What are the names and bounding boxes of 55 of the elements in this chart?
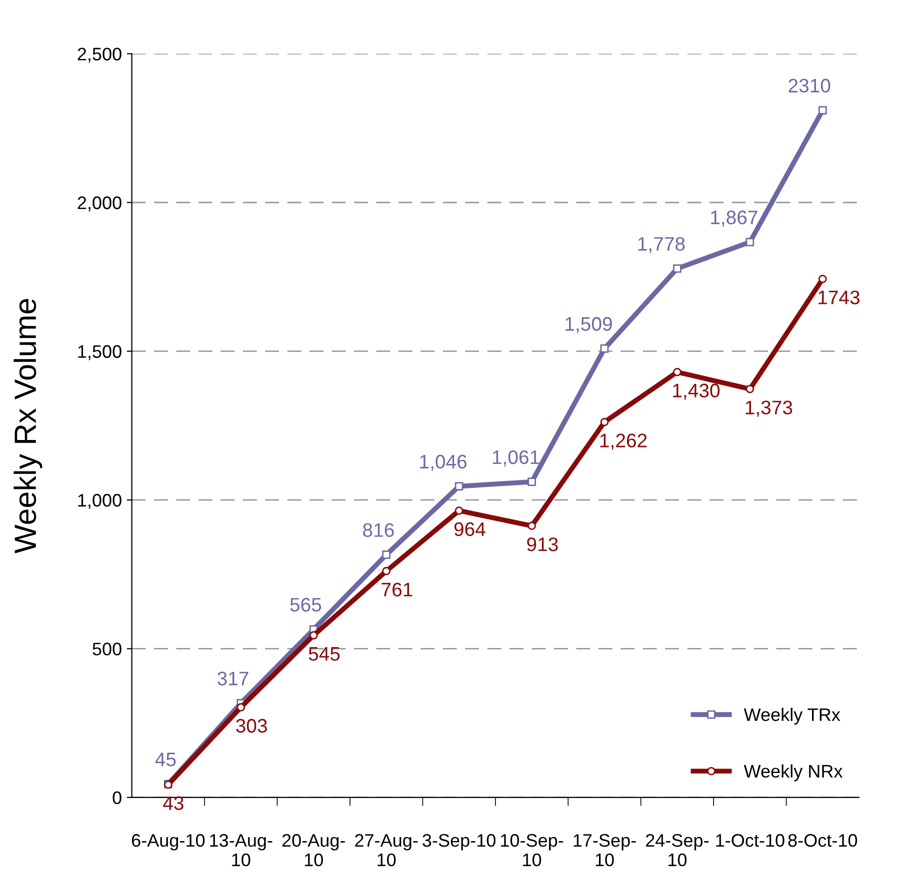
point [673, 368, 682, 376]
y-tick-label: 500 [92, 642, 122, 656]
legend-label: Weekly TRx [744, 708, 840, 725]
point [309, 631, 318, 640]
data-label: 1,262 [600, 434, 647, 450]
data-label: 913 [527, 537, 558, 552]
x-tick-label: 27-Aug-10 [355, 834, 418, 866]
data-label: 545 [308, 647, 340, 661]
y-tick-label: 0 [112, 791, 122, 804]
point [818, 274, 827, 284]
data-label: 317 [218, 672, 248, 686]
y-axis-title: Weekly Rx Volume [14, 299, 42, 554]
y-tick-label: 1,500 [78, 345, 122, 360]
point [454, 506, 464, 515]
data-label: 1,867 [711, 210, 758, 227]
y-tick-label: 2,000 [78, 196, 122, 212]
point [600, 344, 609, 353]
data-label: 816 [363, 523, 394, 537]
data-label: 1,509 [566, 317, 612, 334]
point [382, 550, 390, 559]
x-tick-label: 6-Aug-10 [132, 834, 205, 850]
data-label: 303 [236, 718, 267, 733]
data-label: 565 [290, 598, 322, 612]
point [236, 703, 246, 712]
x-tick-label: 10-Sep-10 [501, 834, 564, 866]
point [746, 384, 754, 394]
data-label: 1,373 [746, 400, 792, 417]
point [673, 264, 682, 273]
legend-label: Weekly NRx [744, 764, 843, 782]
data-label: 2310 [788, 78, 830, 93]
point [528, 478, 536, 486]
point [454, 482, 464, 490]
data-label: 45 [155, 752, 176, 766]
y-tick-label: 1,000 [78, 494, 122, 509]
point [600, 418, 609, 426]
y-tick-label: 2,500 [78, 48, 122, 63]
data-label: 1,430 [673, 384, 720, 400]
x-tick-label: 24-Sep-10 [646, 834, 709, 866]
data-label: 761 [382, 582, 412, 596]
x-tick-label: 8-Oct-10 [788, 834, 858, 847]
x-tick-label: 3-Sep-10 [422, 834, 496, 850]
data-label: 1,778 [638, 237, 685, 254]
x-tick-label: 20-Aug-10 [282, 834, 345, 866]
data-label: 43 [163, 796, 184, 810]
x-tick-label: 1-Oct-10 [716, 834, 784, 847]
point [382, 566, 390, 576]
data-label: 1743 [818, 290, 860, 304]
data-label: 1,061 [492, 450, 540, 466]
x-tick-label: 13-Aug-10 [210, 834, 272, 866]
point [746, 238, 754, 246]
data-label: 1,046 [420, 454, 467, 471]
point [818, 106, 827, 114]
x-tick-label: 17-Sep-10 [574, 834, 636, 866]
point [528, 522, 536, 530]
data-label: 964 [454, 522, 486, 536]
